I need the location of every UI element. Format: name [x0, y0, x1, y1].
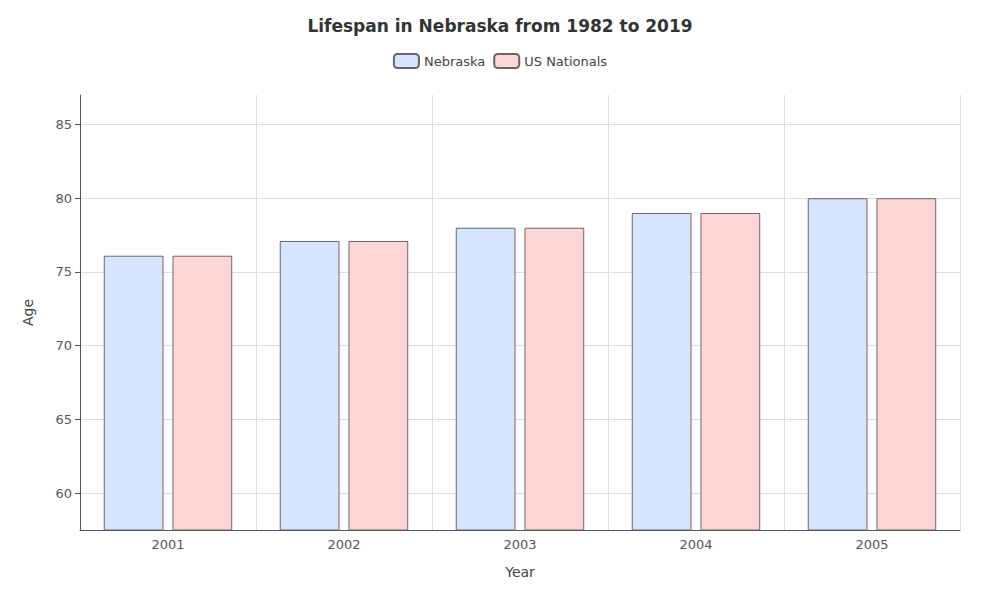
svg-text:70: 70 — [55, 338, 72, 353]
svg-text:Age: Age — [20, 299, 36, 326]
svg-text:80: 80 — [55, 191, 72, 206]
svg-text:75: 75 — [55, 264, 72, 279]
svg-text:85: 85 — [55, 117, 72, 132]
svg-text:2004: 2004 — [679, 537, 712, 552]
svg-text:US Nationals: US Nationals — [524, 54, 607, 69]
svg-text:2003: 2003 — [503, 537, 536, 552]
svg-text:2005: 2005 — [855, 537, 888, 552]
svg-text:60: 60 — [55, 486, 72, 501]
svg-text:Lifespan in Nebraska from 1982: Lifespan in Nebraska from 1982 to 2019 — [307, 16, 692, 36]
svg-text:65: 65 — [55, 412, 72, 427]
svg-text:2002: 2002 — [327, 537, 360, 552]
svg-text:Year: Year — [504, 564, 535, 580]
svg-text:Nebraska: Nebraska — [424, 54, 485, 69]
svg-text:2001: 2001 — [151, 537, 184, 552]
